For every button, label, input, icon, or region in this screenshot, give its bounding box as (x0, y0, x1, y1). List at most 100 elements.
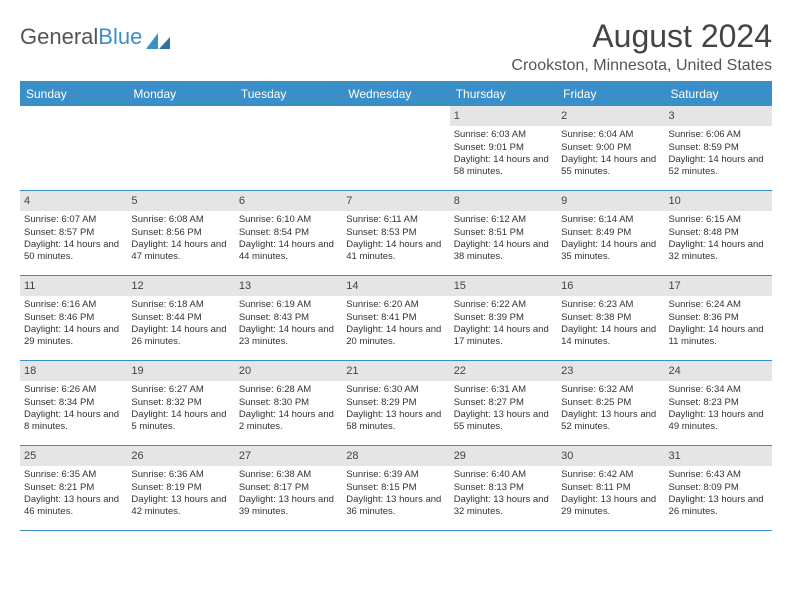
day-cell: 16Sunrise: 6:23 AMSunset: 8:38 PMDayligh… (557, 276, 664, 360)
sunset-line: Sunset: 8:39 PM (454, 312, 553, 324)
sunrise-line: Sunrise: 6:31 AM (454, 384, 553, 396)
sunset-line: Sunset: 8:54 PM (239, 227, 338, 239)
daylight-line: Daylight: 13 hours and 52 minutes. (561, 409, 660, 434)
day-cell: 25Sunrise: 6:35 AMSunset: 8:21 PMDayligh… (20, 446, 127, 530)
sunrise-line: Sunrise: 6:08 AM (131, 214, 230, 226)
sunset-line: Sunset: 9:01 PM (454, 142, 553, 154)
date-number: 22 (450, 361, 557, 381)
day-cell: 9Sunrise: 6:14 AMSunset: 8:49 PMDaylight… (557, 191, 664, 275)
date-number: 3 (665, 106, 772, 126)
week-row: 25Sunrise: 6:35 AMSunset: 8:21 PMDayligh… (20, 446, 772, 531)
daylight-line: Daylight: 13 hours and 46 minutes. (24, 494, 123, 519)
daylight-line: Daylight: 14 hours and 23 minutes. (239, 324, 338, 349)
date-number: 8 (450, 191, 557, 211)
sail-icon (146, 29, 170, 45)
header: GeneralBlue August 2024 Crookston, Minne… (20, 18, 772, 75)
sunset-line: Sunset: 8:32 PM (131, 397, 230, 409)
date-number: 16 (557, 276, 664, 296)
weekday-label: Tuesday (235, 82, 342, 106)
daylight-line: Daylight: 13 hours and 55 minutes. (454, 409, 553, 434)
day-cell: 19Sunrise: 6:27 AMSunset: 8:32 PMDayligh… (127, 361, 234, 445)
day-cell: 6Sunrise: 6:10 AMSunset: 8:54 PMDaylight… (235, 191, 342, 275)
date-number: 31 (665, 446, 772, 466)
weeks-container: 1Sunrise: 6:03 AMSunset: 9:01 PMDaylight… (20, 106, 772, 531)
daylight-line: Daylight: 14 hours and 55 minutes. (561, 154, 660, 179)
empty-cell (235, 106, 342, 190)
sunrise-line: Sunrise: 6:03 AM (454, 129, 553, 141)
sunrise-line: Sunrise: 6:38 AM (239, 469, 338, 481)
sunset-line: Sunset: 8:29 PM (346, 397, 445, 409)
day-cell: 18Sunrise: 6:26 AMSunset: 8:34 PMDayligh… (20, 361, 127, 445)
sunrise-line: Sunrise: 6:43 AM (669, 469, 768, 481)
calendar-page: GeneralBlue August 2024 Crookston, Minne… (0, 0, 792, 541)
daylight-line: Daylight: 14 hours and 11 minutes. (669, 324, 768, 349)
day-cell: 8Sunrise: 6:12 AMSunset: 8:51 PMDaylight… (450, 191, 557, 275)
date-number: 2 (557, 106, 664, 126)
daylight-line: Daylight: 14 hours and 26 minutes. (131, 324, 230, 349)
date-number: 6 (235, 191, 342, 211)
week-row: 11Sunrise: 6:16 AMSunset: 8:46 PMDayligh… (20, 276, 772, 361)
sunrise-line: Sunrise: 6:06 AM (669, 129, 768, 141)
daylight-line: Daylight: 14 hours and 5 minutes. (131, 409, 230, 434)
logo-text-1: General (20, 24, 98, 50)
day-cell: 28Sunrise: 6:39 AMSunset: 8:15 PMDayligh… (342, 446, 449, 530)
daylight-line: Daylight: 13 hours and 39 minutes. (239, 494, 338, 519)
weekday-header: Sunday Monday Tuesday Wednesday Thursday… (20, 82, 772, 106)
sunrise-line: Sunrise: 6:35 AM (24, 469, 123, 481)
sunrise-line: Sunrise: 6:22 AM (454, 299, 553, 311)
sunrise-line: Sunrise: 6:12 AM (454, 214, 553, 226)
daylight-line: Daylight: 14 hours and 52 minutes. (669, 154, 768, 179)
day-cell: 21Sunrise: 6:30 AMSunset: 8:29 PMDayligh… (342, 361, 449, 445)
sunrise-line: Sunrise: 6:16 AM (24, 299, 123, 311)
sunset-line: Sunset: 8:53 PM (346, 227, 445, 239)
daylight-line: Daylight: 14 hours and 50 minutes. (24, 239, 123, 264)
date-number: 13 (235, 276, 342, 296)
sunset-line: Sunset: 8:17 PM (239, 482, 338, 494)
sunset-line: Sunset: 8:38 PM (561, 312, 660, 324)
week-row: 1Sunrise: 6:03 AMSunset: 9:01 PMDaylight… (20, 106, 772, 191)
sunset-line: Sunset: 9:00 PM (561, 142, 660, 154)
weekday-label: Thursday (450, 82, 557, 106)
month-title: August 2024 (511, 18, 772, 55)
sunset-line: Sunset: 8:36 PM (669, 312, 768, 324)
sunset-line: Sunset: 8:48 PM (669, 227, 768, 239)
day-cell: 31Sunrise: 6:43 AMSunset: 8:09 PMDayligh… (665, 446, 772, 530)
date-number: 25 (20, 446, 127, 466)
daylight-line: Daylight: 14 hours and 20 minutes. (346, 324, 445, 349)
date-number: 17 (665, 276, 772, 296)
empty-cell (127, 106, 234, 190)
date-number: 28 (342, 446, 449, 466)
weekday-label: Wednesday (342, 82, 449, 106)
daylight-line: Daylight: 14 hours and 35 minutes. (561, 239, 660, 264)
date-number: 4 (20, 191, 127, 211)
daylight-line: Daylight: 14 hours and 14 minutes. (561, 324, 660, 349)
date-number: 23 (557, 361, 664, 381)
date-number: 12 (127, 276, 234, 296)
logo-text-2: Blue (98, 24, 142, 50)
sunrise-line: Sunrise: 6:36 AM (131, 469, 230, 481)
sunset-line: Sunset: 8:57 PM (24, 227, 123, 239)
day-cell: 17Sunrise: 6:24 AMSunset: 8:36 PMDayligh… (665, 276, 772, 360)
sunrise-line: Sunrise: 6:26 AM (24, 384, 123, 396)
day-cell: 10Sunrise: 6:15 AMSunset: 8:48 PMDayligh… (665, 191, 772, 275)
date-number: 26 (127, 446, 234, 466)
daylight-line: Daylight: 14 hours and 41 minutes. (346, 239, 445, 264)
sunset-line: Sunset: 8:13 PM (454, 482, 553, 494)
weekday-label: Friday (557, 82, 664, 106)
sunrise-line: Sunrise: 6:42 AM (561, 469, 660, 481)
sunrise-line: Sunrise: 6:34 AM (669, 384, 768, 396)
sunrise-line: Sunrise: 6:11 AM (346, 214, 445, 226)
sunrise-line: Sunrise: 6:39 AM (346, 469, 445, 481)
date-number: 15 (450, 276, 557, 296)
date-number: 24 (665, 361, 772, 381)
daylight-line: Daylight: 13 hours and 58 minutes. (346, 409, 445, 434)
date-number: 20 (235, 361, 342, 381)
day-cell: 30Sunrise: 6:42 AMSunset: 8:11 PMDayligh… (557, 446, 664, 530)
sunrise-line: Sunrise: 6:07 AM (24, 214, 123, 226)
day-cell: 4 Sunrise: 6:07 AMSunset: 8:57 PMDaylight… (20, 191, 127, 275)
date-number: 14 (342, 276, 449, 296)
sunset-line: Sunset: 8:19 PM (131, 482, 230, 494)
title-block: August 2024 Crookston, Minnesota, United… (511, 18, 772, 75)
day-cell: 1Sunrise: 6:03 AMSunset: 9:01 PMDaylight… (450, 106, 557, 190)
logo: GeneralBlue (20, 24, 170, 50)
